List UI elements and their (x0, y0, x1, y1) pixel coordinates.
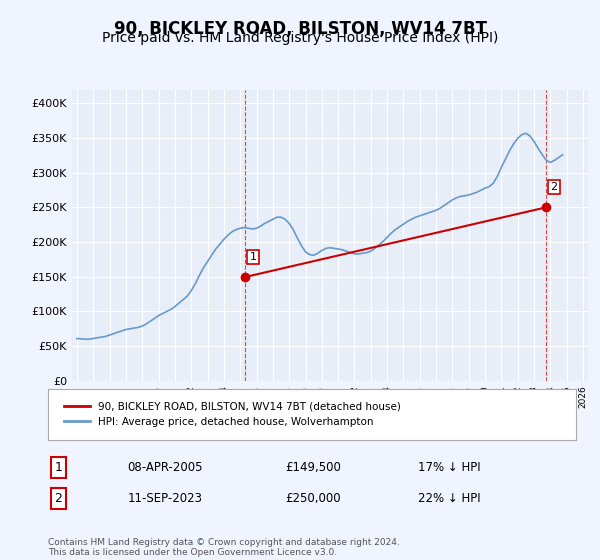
Text: 17% ↓ HPI: 17% ↓ HPI (418, 461, 480, 474)
Legend: 90, BICKLEY ROAD, BILSTON, WV14 7BT (detached house), HPI: Average price, detach: 90, BICKLEY ROAD, BILSTON, WV14 7BT (det… (58, 396, 406, 432)
Text: 22% ↓ HPI: 22% ↓ HPI (418, 492, 480, 505)
Text: Contains HM Land Registry data © Crown copyright and database right 2024.
This d: Contains HM Land Registry data © Crown c… (48, 538, 400, 557)
Text: £250,000: £250,000 (286, 492, 341, 505)
Text: 2: 2 (550, 182, 557, 192)
Text: 2: 2 (55, 492, 62, 505)
Text: 11-SEP-2023: 11-SEP-2023 (127, 492, 202, 505)
Text: 1: 1 (250, 252, 256, 262)
Text: 90, BICKLEY ROAD, BILSTON, WV14 7BT: 90, BICKLEY ROAD, BILSTON, WV14 7BT (113, 20, 487, 38)
Text: 1: 1 (55, 461, 62, 474)
Text: £149,500: £149,500 (286, 461, 341, 474)
Text: Price paid vs. HM Land Registry's House Price Index (HPI): Price paid vs. HM Land Registry's House … (102, 31, 498, 45)
Text: 08-APR-2005: 08-APR-2005 (127, 461, 203, 474)
